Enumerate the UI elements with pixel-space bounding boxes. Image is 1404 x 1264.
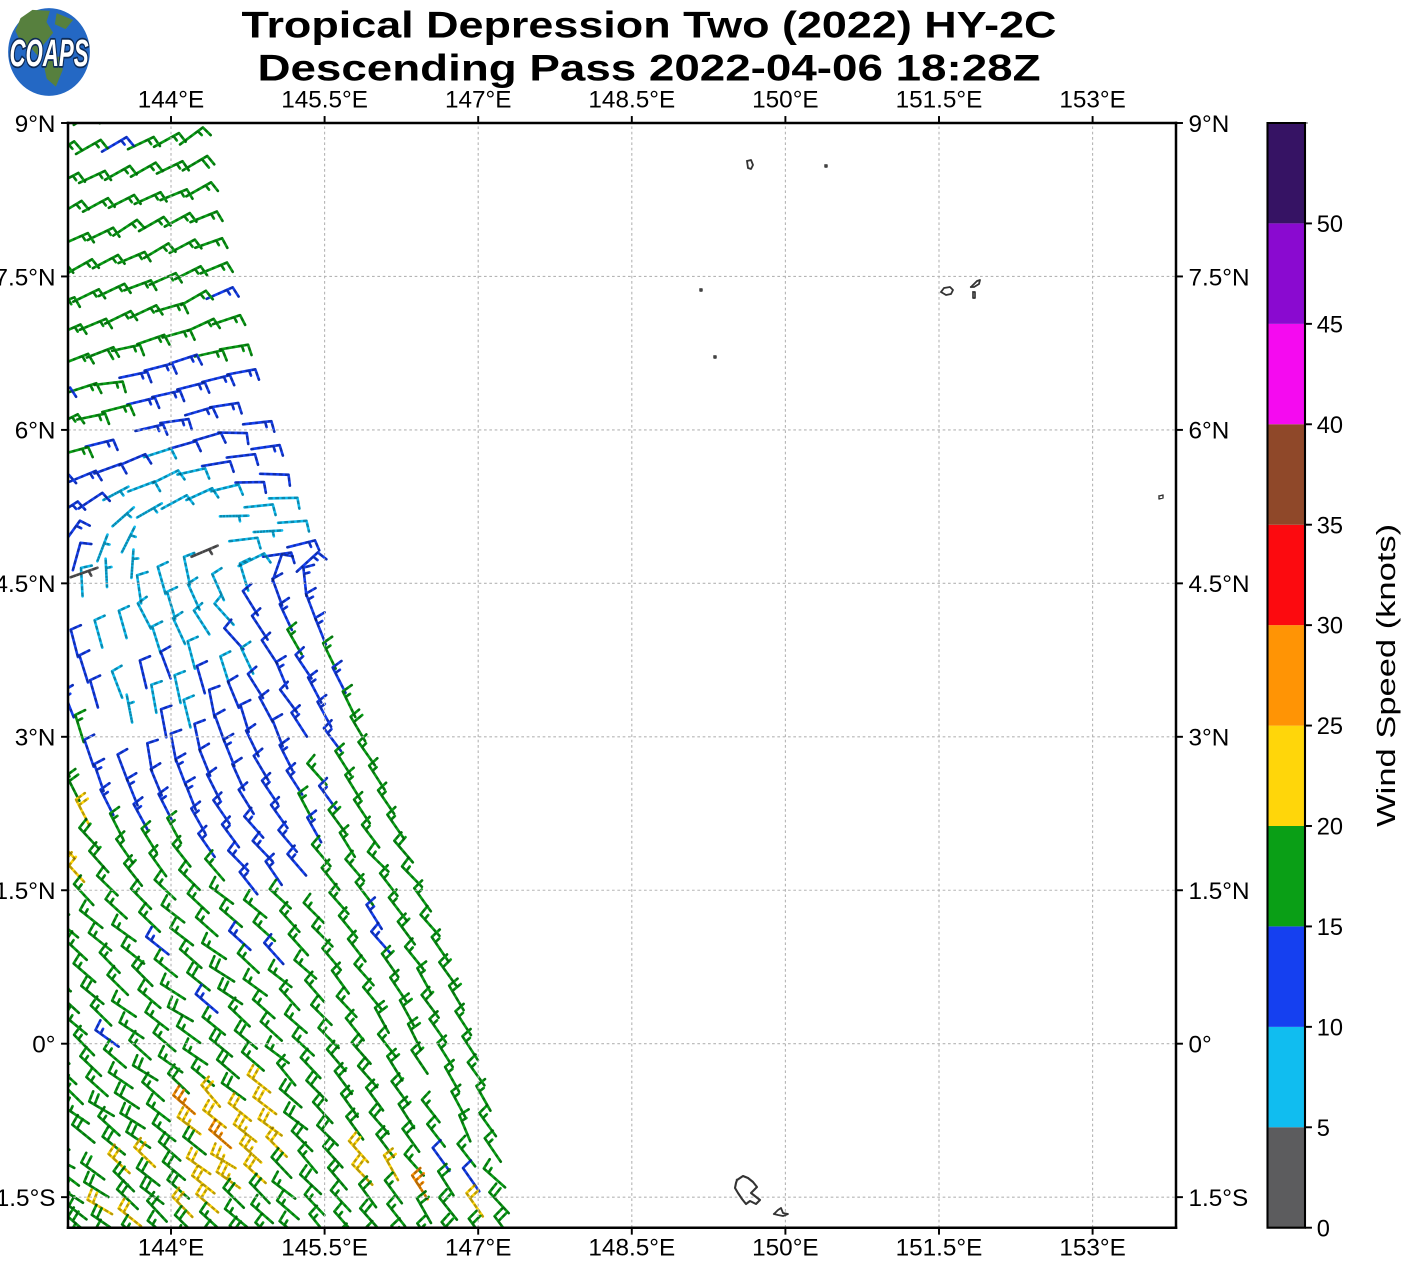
svg-text:1.5°N: 1.5°N — [1189, 878, 1250, 905]
svg-text:10: 10 — [1317, 1015, 1343, 1041]
svg-text:Descending Pass 2022-04-06 18:: Descending Pass 2022-04-06 18:28Z — [257, 47, 1040, 88]
svg-text:1.5°N: 1.5°N — [0, 878, 56, 905]
svg-text:0°: 0° — [1189, 1032, 1212, 1059]
svg-text:147°E: 147°E — [445, 1235, 511, 1262]
svg-text:1.5°S: 1.5°S — [0, 1185, 56, 1212]
svg-text:50: 50 — [1317, 212, 1343, 238]
svg-text:150°E: 150°E — [752, 87, 818, 114]
svg-text:0°: 0° — [32, 1032, 55, 1059]
svg-text:3°N: 3°N — [15, 725, 56, 752]
svg-text:147°E: 147°E — [445, 87, 511, 114]
svg-text:35: 35 — [1317, 513, 1343, 539]
svg-text:45: 45 — [1317, 312, 1343, 338]
svg-text:144°E: 144°E — [138, 1235, 204, 1262]
svg-text:7.5°N: 7.5°N — [1189, 264, 1250, 291]
svg-text:25: 25 — [1317, 714, 1343, 740]
svg-text:151.5°E: 151.5°E — [896, 1235, 983, 1262]
svg-text:7.5°N: 7.5°N — [0, 264, 56, 291]
svg-text:5: 5 — [1317, 1116, 1330, 1142]
svg-text:9°N: 9°N — [15, 111, 56, 138]
svg-text:6°N: 6°N — [1189, 418, 1230, 445]
svg-text:145.5°E: 145.5°E — [281, 1235, 368, 1262]
svg-text:144°E: 144°E — [138, 87, 204, 114]
svg-text:153°E: 153°E — [1059, 1235, 1125, 1262]
svg-text:40: 40 — [1317, 413, 1343, 439]
svg-text:145.5°E: 145.5°E — [281, 87, 368, 114]
svg-text:9°N: 9°N — [1189, 111, 1230, 138]
svg-text:6°N: 6°N — [15, 418, 56, 445]
svg-text:Tropical Depression Two (2022): Tropical Depression Two (2022) HY-2C — [242, 5, 1057, 46]
svg-text:1.5°S: 1.5°S — [1189, 1185, 1249, 1212]
svg-text:151.5°E: 151.5°E — [896, 87, 983, 114]
svg-text:148.5°E: 148.5°E — [588, 1235, 675, 1262]
svg-text:COAPS: COAPS — [9, 33, 88, 75]
svg-text:3°N: 3°N — [1189, 725, 1230, 752]
svg-text:153°E: 153°E — [1059, 87, 1125, 114]
svg-text:0: 0 — [1317, 1216, 1330, 1242]
svg-text:20: 20 — [1317, 815, 1343, 841]
svg-text:4.5°N: 4.5°N — [0, 571, 56, 598]
svg-text:150°E: 150°E — [752, 1235, 818, 1262]
svg-text:15: 15 — [1317, 915, 1343, 941]
svg-text:30: 30 — [1317, 614, 1343, 640]
svg-text:Wind Speed (knots): Wind Speed (knots) — [1373, 524, 1401, 827]
svg-text:4.5°N: 4.5°N — [1189, 571, 1250, 598]
svg-text:148.5°E: 148.5°E — [588, 87, 675, 114]
